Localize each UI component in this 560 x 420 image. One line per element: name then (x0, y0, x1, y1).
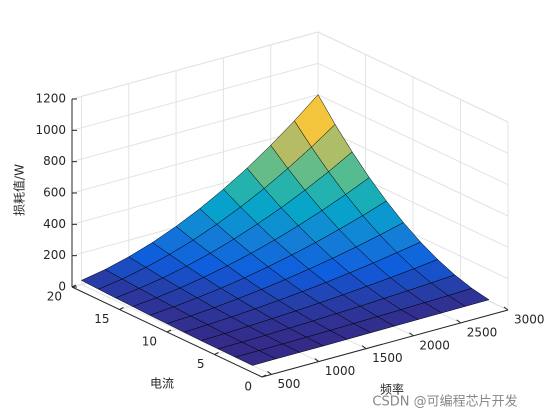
y-tick-label: 0 (244, 380, 252, 394)
x-tick (503, 306, 509, 311)
x-tick-label: 500 (277, 377, 300, 391)
z-tick-label: 1000 (35, 123, 66, 137)
z-axis-label: 损耗值/W (12, 164, 27, 216)
y-axis-label: 电流 (150, 377, 174, 391)
y-tick (166, 329, 172, 333)
z-tick-label: 600 (43, 186, 66, 200)
z-tick-label: 800 (43, 154, 66, 168)
z-grid-line (71, 31, 319, 100)
z-tick-label: 1200 (35, 92, 66, 106)
x-axis (261, 309, 509, 378)
x-tick-label: 2500 (467, 325, 498, 339)
watermark: CSDN @可编程芯片开发 (372, 394, 517, 410)
x-tick-label: 1000 (325, 364, 356, 378)
y-tick-label: 5 (197, 357, 205, 371)
x-tick-label: 3000 (514, 313, 545, 327)
y-tick-label: 15 (94, 312, 109, 326)
y-tick-label: 10 (142, 335, 157, 349)
z-tick-label: 200 (43, 248, 66, 262)
z-grid-line (71, 94, 319, 163)
z-tick-label: 0 (58, 280, 66, 294)
x-tick-label: 2000 (419, 338, 450, 352)
x-tick (409, 332, 414, 337)
z-tick-label: 400 (43, 217, 66, 231)
y-tick (71, 284, 77, 288)
x-axis-label: 频率 (380, 382, 404, 397)
z-grid-line (71, 62, 319, 131)
x-tick (361, 345, 367, 350)
y-tick (214, 352, 219, 355)
y-tick (119, 307, 124, 310)
y-tick (261, 374, 267, 378)
x-tick (267, 371, 272, 375)
surface-cell (234, 350, 277, 366)
z-grid-line (71, 125, 319, 194)
x-tick-label: 1500 (372, 351, 403, 365)
y-tick-label: 20 (47, 290, 62, 304)
x-tick (314, 358, 320, 362)
x-tick (456, 319, 461, 324)
